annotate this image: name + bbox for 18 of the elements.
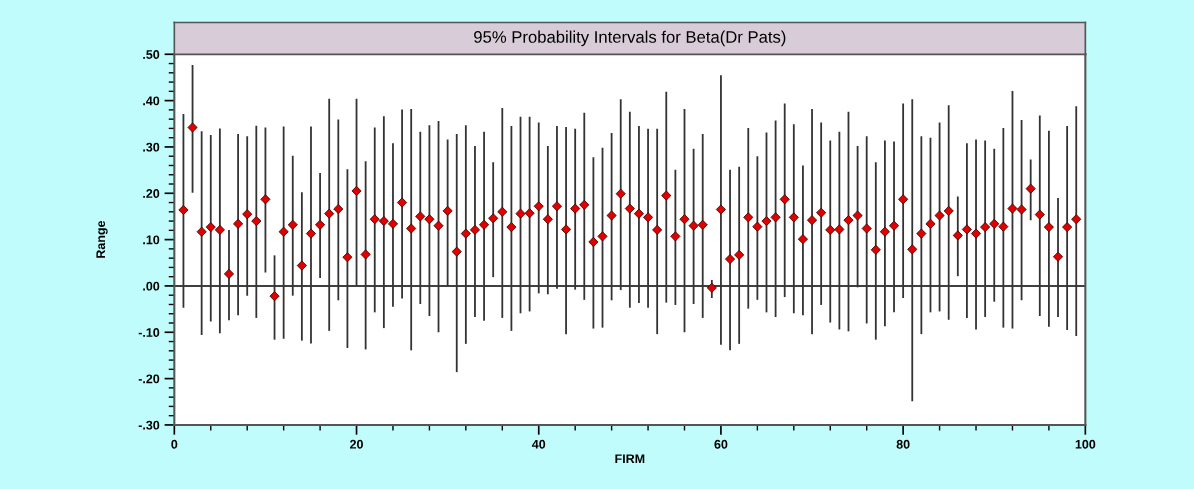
y-axis-title: Range (96, 220, 108, 258)
x-tick-label: 80 (896, 439, 910, 449)
x-axis-title: FIRM (615, 454, 645, 464)
y-tick-label: .10 (143, 235, 160, 245)
y-tick-label: -.30 (138, 420, 160, 430)
y-tick-label: -.10 (138, 328, 160, 337)
x-tick-label: 100 (1075, 439, 1096, 449)
y-tick-label: .50 (143, 50, 160, 59)
y-tick-label: .30 (143, 142, 160, 152)
y-tick-label: .00 (143, 281, 160, 291)
y-tick-label: .20 (143, 189, 160, 198)
x-tick-label: 0 (171, 439, 178, 449)
y-tick-label: .40 (143, 96, 160, 106)
x-tick-label: 60 (714, 439, 728, 449)
y-tick-label: -.20 (138, 374, 160, 384)
x-tick-label: 40 (531, 439, 546, 449)
chart-title: 95% Probability Intervals for Beta(Dr Pats) (474, 30, 786, 47)
x-tick-label: 20 (350, 439, 363, 449)
